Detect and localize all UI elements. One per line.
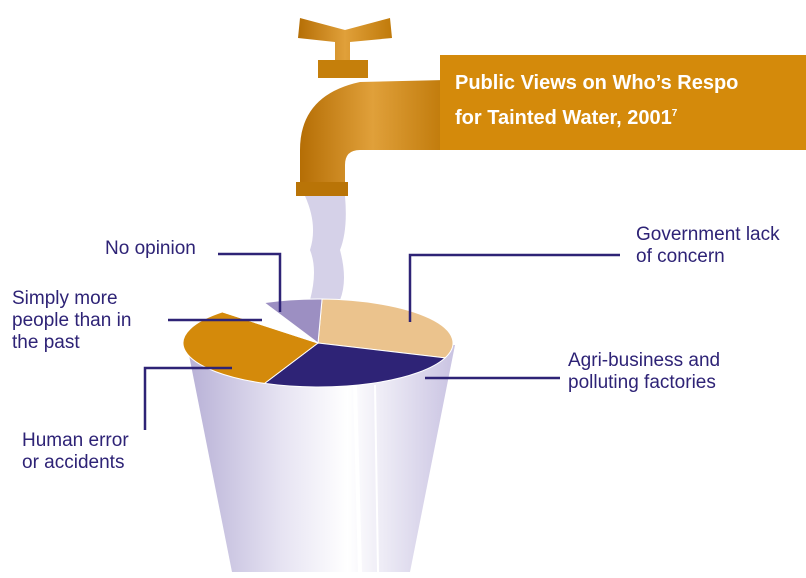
slice-label: Human error or accidents bbox=[22, 430, 129, 473]
slice-label: Agri-business and polluting factories bbox=[568, 350, 720, 393]
leader-line bbox=[143, 366, 232, 430]
chart-title-line: for Tainted Water, 2001 bbox=[455, 107, 672, 129]
slice-label-line: No opinion bbox=[105, 238, 196, 259]
labels: Government lack of concern Agri-business a… bbox=[12, 224, 780, 473]
bucket-highlight bbox=[353, 384, 362, 573]
bucket bbox=[187, 345, 455, 572]
chart-title: for Tainted Water, 20017 bbox=[455, 107, 678, 129]
leader-line bbox=[218, 252, 282, 312]
slice-label-line: or accidents bbox=[22, 452, 124, 473]
faucet bbox=[296, 18, 445, 196]
title-box bbox=[440, 55, 806, 150]
water bbox=[305, 196, 346, 300]
slice-label: Simply more people than in the past bbox=[12, 288, 131, 353]
slice-label-line: Government lack bbox=[636, 224, 780, 245]
slice-label-line: Human error bbox=[22, 430, 129, 451]
pie-slice bbox=[262, 298, 323, 344]
pie bbox=[182, 298, 454, 388]
slice-label-line: the past bbox=[12, 332, 80, 353]
slice-label-line: Simply more bbox=[12, 288, 118, 309]
slice-label-line: people than in bbox=[12, 310, 131, 331]
slice-label-line: of concern bbox=[636, 246, 725, 267]
slice-label-line: polluting factories bbox=[568, 372, 716, 393]
slice-label: No opinion bbox=[105, 238, 196, 259]
bucket-highlight bbox=[374, 384, 379, 573]
footnote: 7 bbox=[672, 108, 678, 119]
slice-label: Government lack of concern bbox=[636, 224, 780, 267]
pie-slice bbox=[263, 342, 447, 388]
pie-slice bbox=[317, 298, 454, 359]
chart-title: Public Views on Who’s Respo bbox=[455, 72, 738, 94]
slice-label-line: Agri-business and bbox=[568, 350, 720, 371]
leader-line bbox=[408, 253, 620, 322]
